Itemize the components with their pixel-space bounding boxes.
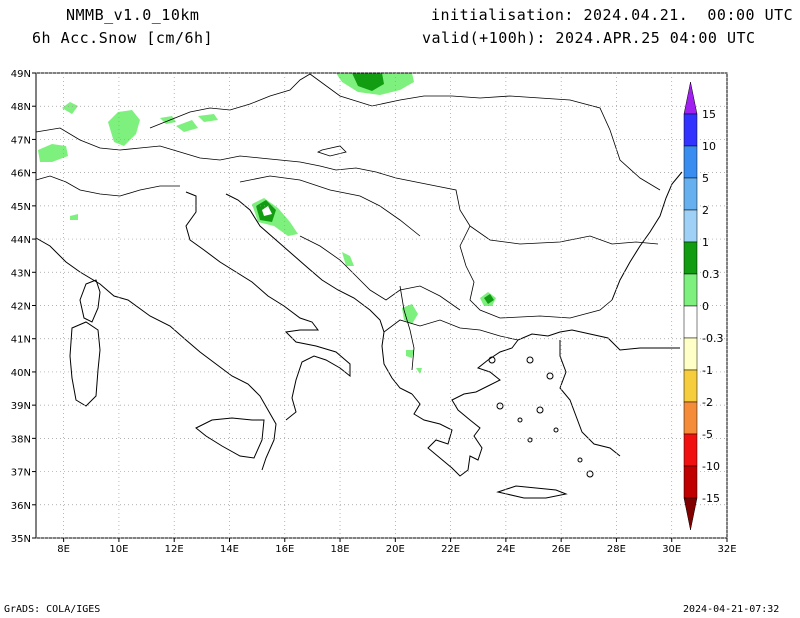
lon-tick-label: 32E (717, 544, 736, 555)
snow-area-west (38, 144, 68, 162)
render-timestamp: 2024-04-21-07:32 (683, 604, 780, 615)
colorbar-label: -1 (702, 364, 713, 377)
colorbar-label: 10 (702, 140, 716, 153)
lat-tick-label: 36N (11, 501, 31, 512)
model-title: NMMB_v1.0_10km (66, 6, 200, 24)
map-frame (35, 72, 728, 539)
snow-area-alps-4 (176, 120, 198, 132)
lon-tick-label: 30E (662, 544, 681, 555)
colorbar-label: -15 (702, 492, 720, 505)
colorbar-swatch (683, 273, 698, 307)
snow-area-albania-2 (406, 350, 414, 358)
lat-tick-label: 46N (11, 169, 31, 180)
colorbar-swatch (683, 433, 698, 467)
colorbar-label: -10 (702, 460, 720, 473)
coastlines (35, 171, 683, 499)
snow-area-alps-1 (62, 102, 78, 114)
snow-area-alps-2 (108, 110, 140, 146)
valid-time: valid(+100h): 2024.APR.25 04:00 UTC (422, 29, 756, 47)
colorbar-swatch (683, 145, 698, 179)
lon-tick-label: 28E (607, 544, 626, 555)
lat-tick-label: 48N (11, 102, 31, 113)
snow-area-greece (416, 368, 422, 374)
lat-tick-label: 42N (11, 302, 31, 313)
lat-tick-label: 45N (11, 202, 31, 213)
colorbar-swatch (683, 369, 698, 403)
lon-tick-label: 10E (109, 544, 128, 555)
colorbar-label: 0.3 (702, 268, 720, 281)
colorbar-label: 2 (702, 204, 709, 217)
lat-tick-label: 39N (11, 401, 31, 412)
initialisation-time: initialisation: 2024.04.21. 00:00 UTC (431, 6, 794, 24)
colorbar-label: -2 (702, 396, 713, 409)
colorbar-swatch (683, 113, 698, 147)
snow-area-albania (402, 304, 418, 324)
colorbar-label: 5 (702, 172, 709, 185)
lat-tick-label: 40N (11, 368, 31, 379)
colorbar-swatch (683, 177, 698, 211)
colorbar-label: -0.3 (702, 332, 723, 345)
snow-area-velebit (252, 198, 298, 236)
colorbar-cap-bottom (683, 497, 698, 531)
lon-tick-label: 20E (386, 544, 405, 555)
colorbar-label: -5 (702, 428, 713, 441)
colorbar-swatch (683, 401, 698, 435)
lon-tick-label: 22E (441, 544, 460, 555)
lon-tick-label: 18E (331, 544, 350, 555)
longitude-ticks: 8E 10E 12E 14E 16E 18E 20E 22E 24E 26E 28E 30E 32E (57, 538, 737, 555)
snow-area-velebit-peak (262, 206, 272, 216)
lat-tick-label: 47N (11, 135, 31, 146)
colorbar-label: 0 (702, 300, 709, 313)
colorbar-swatch (683, 241, 698, 275)
colorbar-label: 15 (702, 108, 716, 121)
lon-tick-label: 26E (552, 544, 571, 555)
lat-tick-label: 37N (11, 468, 31, 479)
snow-area-bulgaria-core (484, 294, 494, 304)
snow-area-swiss (70, 214, 78, 220)
colorbar-swatch (683, 305, 698, 339)
colorbar-swatch (683, 209, 698, 243)
lat-tick-label: 41N (11, 335, 31, 346)
snow-areas (38, 73, 496, 374)
latitude-ticks: 35N 36N 37N 38N 39N 40N 41N 42N 43N 44N 45N 46N 47N 4… (11, 69, 36, 545)
lat-tick-label: 35N (11, 534, 31, 545)
colorbar-cap-top (683, 81, 698, 115)
lon-tick-label: 24E (496, 544, 515, 555)
colorbar-swatch (683, 337, 698, 371)
lat-tick-label: 43N (11, 268, 31, 279)
colorbar-swatch (683, 465, 698, 499)
snow-area-bosnia (342, 252, 354, 266)
lat-lon-grid (36, 72, 728, 539)
lon-tick-label: 14E (220, 544, 239, 555)
snow-area-north-core (352, 73, 384, 91)
colorbar-label: 1 (702, 236, 709, 249)
lat-tick-label: 44N (11, 235, 31, 246)
lat-tick-label: 38N (11, 434, 31, 445)
lat-tick-label: 49N (11, 69, 31, 80)
lon-tick-label: 16E (275, 544, 294, 555)
field-title: 6h Acc.Snow [cm/6h] (32, 29, 214, 47)
colorbar: 15 10 5 2 1 0.3 0 -0.3 -1 -2 -5 -10 -15 (683, 81, 723, 531)
lon-tick-label: 12E (165, 544, 184, 555)
snow-area-alps-5 (198, 114, 218, 122)
grads-credit: GrADS: COLA/IGES (4, 604, 101, 615)
lon-tick-label: 8E (57, 544, 70, 555)
